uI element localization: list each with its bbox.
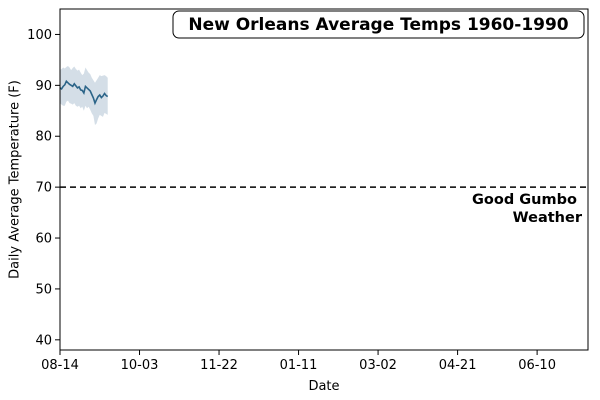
x-tick-label: 06-10 — [518, 358, 556, 373]
series-0-confidence-band — [60, 66, 108, 126]
y-tick-label: 90 — [35, 79, 52, 94]
chart-title-frame — [172, 10, 585, 39]
y-tick-label: 60 — [35, 232, 52, 247]
x-tick-label: 11-22 — [200, 358, 238, 373]
x-axis-label: Date — [308, 379, 339, 394]
y-tick-label: 40 — [35, 333, 52, 348]
y-axis-label: Daily Average Temperature (F) — [8, 80, 23, 279]
y-tick-label: 70 — [35, 181, 52, 196]
reference-annotation-line-1: Good Gumbo — [472, 192, 577, 208]
confidence-band-layer — [60, 66, 108, 126]
x-tick-label: 04-21 — [439, 358, 477, 373]
chart-title: New Orleans Average Temps 1960-1990 — [188, 15, 568, 35]
reference-annotation-line-2: Weather — [513, 210, 583, 226]
x-axis-ticks: 08-14 10-03 11-22 01-11 03-02 04-21 06-10 — [41, 350, 556, 373]
x-tick-label: 03-02 — [359, 358, 397, 373]
series-0-line — [59, 79, 109, 106]
reference-annotation: Good Gumbo Weather — [472, 192, 583, 226]
y-tick-label: 100 — [27, 28, 52, 43]
y-tick-label: 80 — [35, 130, 52, 145]
chart-title-box: New Orleans Average Temps 1960-1990 — [172, 10, 585, 39]
y-tick-label: 50 — [35, 282, 52, 297]
series-line-layer — [59, 79, 109, 106]
plot-frame — [59, 8, 589, 351]
x-tick-label: 10-03 — [121, 358, 159, 373]
x-tick-label: 08-14 — [41, 358, 79, 373]
x-tick-label: 01-11 — [280, 358, 318, 373]
y-axis-ticks: 40 50 60 70 80 90 100 — [27, 28, 60, 348]
